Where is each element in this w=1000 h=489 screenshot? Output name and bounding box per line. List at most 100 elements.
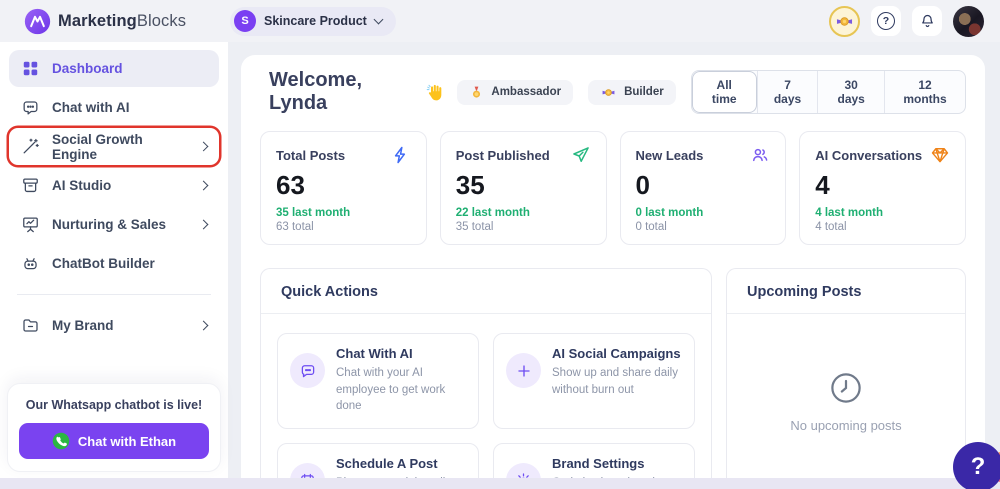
stat-card-new-leads: New Leads 0 0 last month 0 total [619, 131, 787, 245]
chevron-down-icon [373, 14, 384, 25]
stat-delta: 22 last month [455, 207, 530, 219]
medal-wings-icon [602, 88, 615, 96]
whatsapp-promo-card: Our Whatsapp chatbot is live! Chat with … [7, 383, 221, 472]
stat-card-ai-conversations: AI Conversations 4 4 last month 4 total [799, 131, 966, 245]
sidebar-item-chat-with-ai[interactable]: Chat with AI [9, 89, 219, 126]
send-icon [572, 147, 589, 162]
stat-total: 63 total [276, 221, 314, 233]
help-fab-button[interactable]: ? [953, 442, 1000, 489]
page-title: Welcome, Lynda [269, 69, 362, 114]
badge-label: Ambassador [491, 86, 562, 98]
bottom-strip [0, 478, 1000, 489]
user-avatar[interactable] [953, 5, 984, 37]
main-content: Welcome, Lynda Ambassador [228, 42, 1000, 489]
chevron-right-icon [198, 320, 209, 331]
sidebar-item-nurturing-sales[interactable]: Nurturing & Sales [9, 206, 219, 243]
stat-card-post-published: Post Published 35 22 last month 35 total [439, 131, 607, 245]
chevron-right-icon [198, 219, 209, 230]
quick-actions-panel: Quick Actions Chat With AI Chat with you… [260, 268, 712, 489]
stat-title: Total Posts [276, 147, 346, 163]
chevron-right-icon [198, 180, 209, 191]
quick-actions-title: Quick Actions [261, 269, 711, 314]
sidebar-item-label: Nurturing & Sales [52, 217, 167, 232]
rewards-badge-button[interactable] [829, 5, 860, 37]
filter-30-days[interactable]: 30 days [817, 71, 884, 113]
dashboard-panel: Welcome, Lynda Ambassador [241, 55, 985, 489]
chat-with-ethan-label: Chat with Ethan [77, 433, 177, 449]
product-selector[interactable]: S Skincare Product [230, 6, 396, 36]
medal-icon [473, 86, 481, 98]
sidebar-item-ai-studio[interactable]: AI Studio [9, 167, 219, 204]
topbar-actions: ? [829, 5, 1000, 37]
quick-action-title: Brand Settings [552, 456, 645, 472]
stat-total: 0 total [635, 221, 667, 233]
robot-icon [24, 258, 37, 270]
stat-title: New Leads [635, 147, 704, 163]
folder-icon [23, 319, 38, 332]
gem-icon [931, 148, 949, 163]
sidebar-item-label: AI Studio [52, 178, 112, 193]
quick-action-chat-with-ai[interactable]: Chat With AI Chat with your AI employee … [277, 333, 479, 430]
stat-value: 4 [815, 170, 830, 200]
stat-value: 63 [276, 170, 305, 200]
bell-icon [921, 14, 933, 27]
lightning-icon [394, 146, 405, 164]
quick-action-ai-social-campaigns[interactable]: AI Social Campaigns Show up and share da… [493, 333, 695, 430]
notifications-button[interactable] [912, 6, 942, 36]
chat-bubble-icon [290, 353, 325, 388]
product-avatar: S [234, 10, 256, 32]
product-name: Skincare Product [264, 14, 367, 28]
sidebar-item-social-growth-engine[interactable]: Social Growth Engine [9, 128, 219, 165]
badge-ambassador: Ambassador [457, 79, 574, 105]
stat-total: 4 total [815, 221, 847, 233]
sidebar: Dashboard Chat with AI Social Growth Eng… [0, 42, 228, 478]
sidebar-item-dashboard[interactable]: Dashboard [9, 50, 219, 87]
time-filter-group: All time 7 days 30 days 12 months [690, 70, 966, 114]
stat-value: 0 [635, 170, 650, 200]
studio-box-icon [23, 178, 38, 193]
whatsapp-note: Our Whatsapp chatbot is live! [25, 398, 203, 412]
stat-value: 35 [455, 170, 485, 200]
magic-wand-icon [23, 138, 39, 154]
upcoming-empty-text: No upcoming posts [790, 418, 902, 433]
plus-icon [506, 353, 541, 388]
stat-delta: 35 last month [276, 207, 351, 219]
help-button[interactable]: ? [871, 6, 901, 36]
clock-icon [831, 373, 861, 403]
quick-action-title: Schedule A Post [336, 456, 438, 472]
quick-action-desc: Chat with your AI employee to get work d… [336, 367, 446, 413]
sidebar-divider [17, 294, 211, 295]
chat-with-ethan-button[interactable]: Chat with Ethan [19, 423, 209, 459]
waving-hand-icon [426, 84, 442, 101]
badge-builder: Builder [588, 79, 676, 105]
stat-card-total-posts: Total Posts 63 35 last month 63 total [260, 131, 427, 245]
upcoming-posts-title: Upcoming Posts [727, 269, 965, 314]
filter-all-time[interactable]: All time [691, 71, 757, 113]
sidebar-item-label: Social Growth Engine [52, 131, 143, 162]
sidebar-item-label: My Brand [52, 318, 114, 333]
medal-wings-icon [836, 16, 853, 26]
stats-row: Total Posts 63 35 last month 63 total Po… [260, 131, 966, 245]
quick-action-title: Chat With AI [336, 346, 413, 361]
question-mark-icon: ? [877, 12, 895, 30]
welcome-row: Welcome, Lynda Ambassador [260, 69, 966, 114]
badge-label: Builder [624, 86, 664, 98]
chevron-right-icon [198, 141, 209, 152]
sidebar-item-chatbot-builder[interactable]: ChatBot Builder [9, 245, 219, 282]
sidebar-item-my-brand[interactable]: My Brand [9, 307, 219, 344]
stat-total: 35 total [455, 221, 494, 233]
filter-12-months[interactable]: 12 months [883, 71, 965, 113]
stat-title: AI Conversations [815, 147, 923, 163]
filter-7-days[interactable]: 7 days [756, 71, 818, 113]
upcoming-posts-panel: Upcoming Posts No upcoming posts [726, 268, 966, 489]
quick-action-title: AI Social Campaigns [552, 346, 681, 361]
users-icon [753, 148, 768, 162]
brand-name: MarketingBlocks [58, 11, 187, 30]
presentation-chart-icon [23, 217, 38, 233]
upcoming-empty-state: No upcoming posts [727, 314, 965, 489]
quick-action-desc: Show up and share daily without burn out [552, 367, 678, 396]
sidebar-item-label: ChatBot Builder [52, 256, 155, 271]
sidebar-item-label: Chat with AI [52, 100, 130, 115]
stat-delta: 4 last month [815, 207, 883, 219]
chat-bubble-icon [23, 101, 38, 115]
